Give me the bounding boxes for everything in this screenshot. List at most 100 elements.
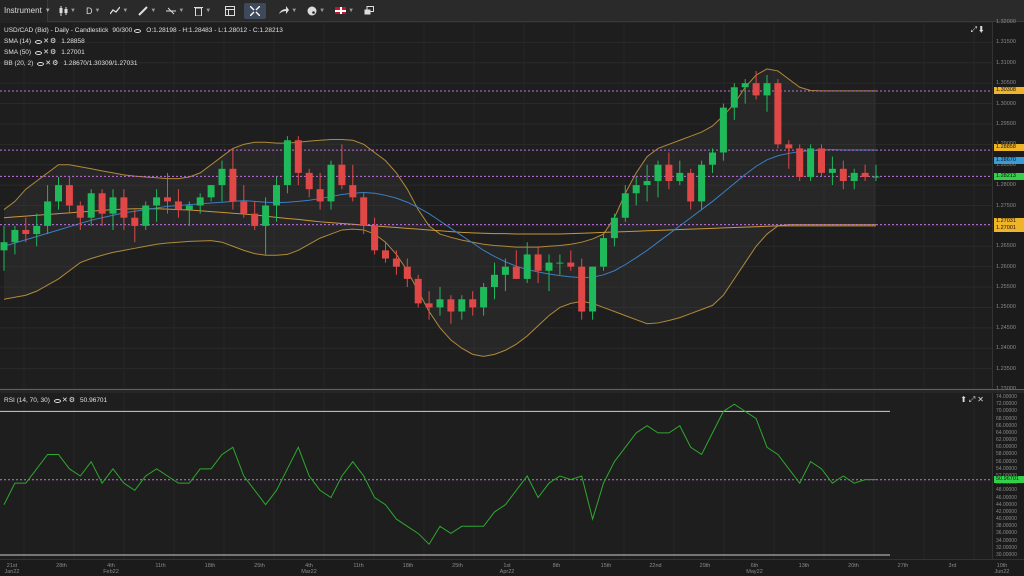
time-axis-label: 18th [205,563,216,569]
language-button[interactable]: ▼ [330,0,359,22]
chart-type-button[interactable]: ▼ [54,0,81,22]
eye-icon[interactable] [37,61,45,66]
indicator-name: RSI (14, 70, 30) [4,397,50,404]
eye-icon[interactable] [134,28,142,33]
candle-body [850,172,858,182]
time-axis[interactable]: 21st Jan22 28th 4th Feb22 11th 18th 25th 4th Mar2… [0,559,1024,576]
candle-body [763,83,771,96]
time-day: 25th [452,563,463,569]
candle-body [371,225,379,251]
price-tag: 1.27031 [994,218,1024,226]
indicators-button[interactable]: ▼ [105,0,133,22]
rsi-pane[interactable]: RSI (14, 70, 30) ✕ ⚙ 50.96701 ⬆⤢✕ [0,393,992,559]
price-axis-label: 1.30500 [996,80,1016,87]
detach-window-button[interactable] [359,0,379,22]
time-axis-label: 29th [700,563,711,569]
candle-body [839,168,847,182]
gear-icon[interactable]: ⚙ [52,60,60,67]
rsi-axis-label: 74.00000 [996,394,1017,400]
candle-body [447,299,455,312]
draw-tool-button[interactable]: ▼ [133,0,161,22]
candle-body [283,140,291,186]
close-icon[interactable]: ✕ [43,49,50,56]
price-axis-label: 1.25000 [996,304,1016,311]
candle-body [523,254,531,279]
time-day: 11th [155,563,166,569]
move-down-icon[interactable]: ⬇ [979,25,986,34]
template-button[interactable] [220,0,240,22]
share-icon [279,6,290,14]
price-axis-label: 1.24500 [996,324,1016,331]
gear-icon[interactable]: ⚙ [68,397,77,404]
expand-icon[interactable]: ⤢ [970,25,980,34]
candle-body [741,83,749,88]
expand-icon[interactable]: ⤢ [968,395,978,404]
candle-body [392,258,400,267]
indicator-name: SMA (50) [4,49,32,56]
price-tag: 1.28670 [994,157,1024,165]
time-day: 27th [897,563,909,569]
time-axis-label: 25th [254,563,265,569]
price-axis-label: 1.31500 [996,39,1016,46]
instrument-selector[interactable]: Instrument ▼ [0,0,51,22]
price-axis[interactable]: 1.32000 1.31500 1.31000 1.30500 1.30000 1.295… [992,19,1024,392]
gear-icon[interactable]: ⚙ [49,38,58,45]
timeframe-label: D [85,5,93,16]
theme-button[interactable]: ▼ [302,0,330,22]
price-chart-pane[interactable]: USD/CAD (Bid) - Daily - Candlestick 90/3… [0,22,992,389]
eye-icon[interactable] [53,398,61,403]
close-icon[interactable]: ✕ [43,38,50,45]
rsi-value-tag: 50.96701 [994,476,1024,484]
gear-icon[interactable]: ⚙ [49,49,58,56]
indicator-value: 1.27001 [61,49,85,56]
candle-body [414,278,422,304]
time-axis-label: 25th [452,563,463,569]
time-axis-label: 4th Mar22 [301,563,317,575]
time-day: 10th [996,563,1008,569]
candle-body [33,225,41,235]
instrument-label: Instrument [4,6,42,15]
candle-body [349,185,357,198]
bollinger-band-fill [4,68,876,357]
candle-body [174,201,182,210]
time-month: Apr22 [499,569,515,575]
rsi-chart [0,393,992,559]
candle-body [534,254,542,271]
chevron-down-icon: ▼ [205,7,212,14]
timeframe-button[interactable]: D ▼ [81,0,105,22]
candle-body [687,172,695,202]
time-axis-label: 15th [601,563,612,569]
candle-body [98,193,106,214]
uk-flag-icon [335,7,347,14]
price-tag: 1.28858 [994,143,1024,151]
time-axis-label: 3rd [949,563,957,569]
price-axis-label: 1.28000 [996,182,1016,189]
candle-body [501,266,509,275]
time-day: 3rd [948,563,957,569]
close-icon[interactable]: ✕ [61,397,69,404]
move-up-icon[interactable]: ⬆ [960,395,969,404]
time-day: 18th [204,563,216,569]
candle-body [338,164,346,186]
delete-tool-button[interactable]: ▼ [189,0,216,22]
candle-body [360,197,368,226]
price-axis-label: 1.23500 [996,365,1016,372]
time-month: Mar22 [301,569,317,575]
close-icon[interactable]: ✕ [977,395,986,404]
rsi-axis[interactable]: 74.00000 72.00000 70.00000 68.00000 66.00000… [992,393,1024,559]
measure-tool-button[interactable]: ▼ [161,0,189,22]
eye-icon[interactable] [35,50,43,55]
eye-icon[interactable] [35,39,43,44]
price-axis-label: 1.32000 [996,19,1016,25]
candle-body [491,274,498,288]
time-month: Jan22 [4,569,20,575]
share-button[interactable]: ▼ [274,0,302,22]
rsi-axis-label: 64.00000 [996,429,1017,436]
crosshair-button[interactable] [244,2,267,19]
candle-body [218,168,226,186]
indicator-icon [110,6,121,14]
pane-divider[interactable] [0,389,1024,393]
rsi-axis-label: 46.00000 [996,494,1017,501]
candle-body [807,148,815,177]
close-icon[interactable]: ✕ [45,60,53,67]
